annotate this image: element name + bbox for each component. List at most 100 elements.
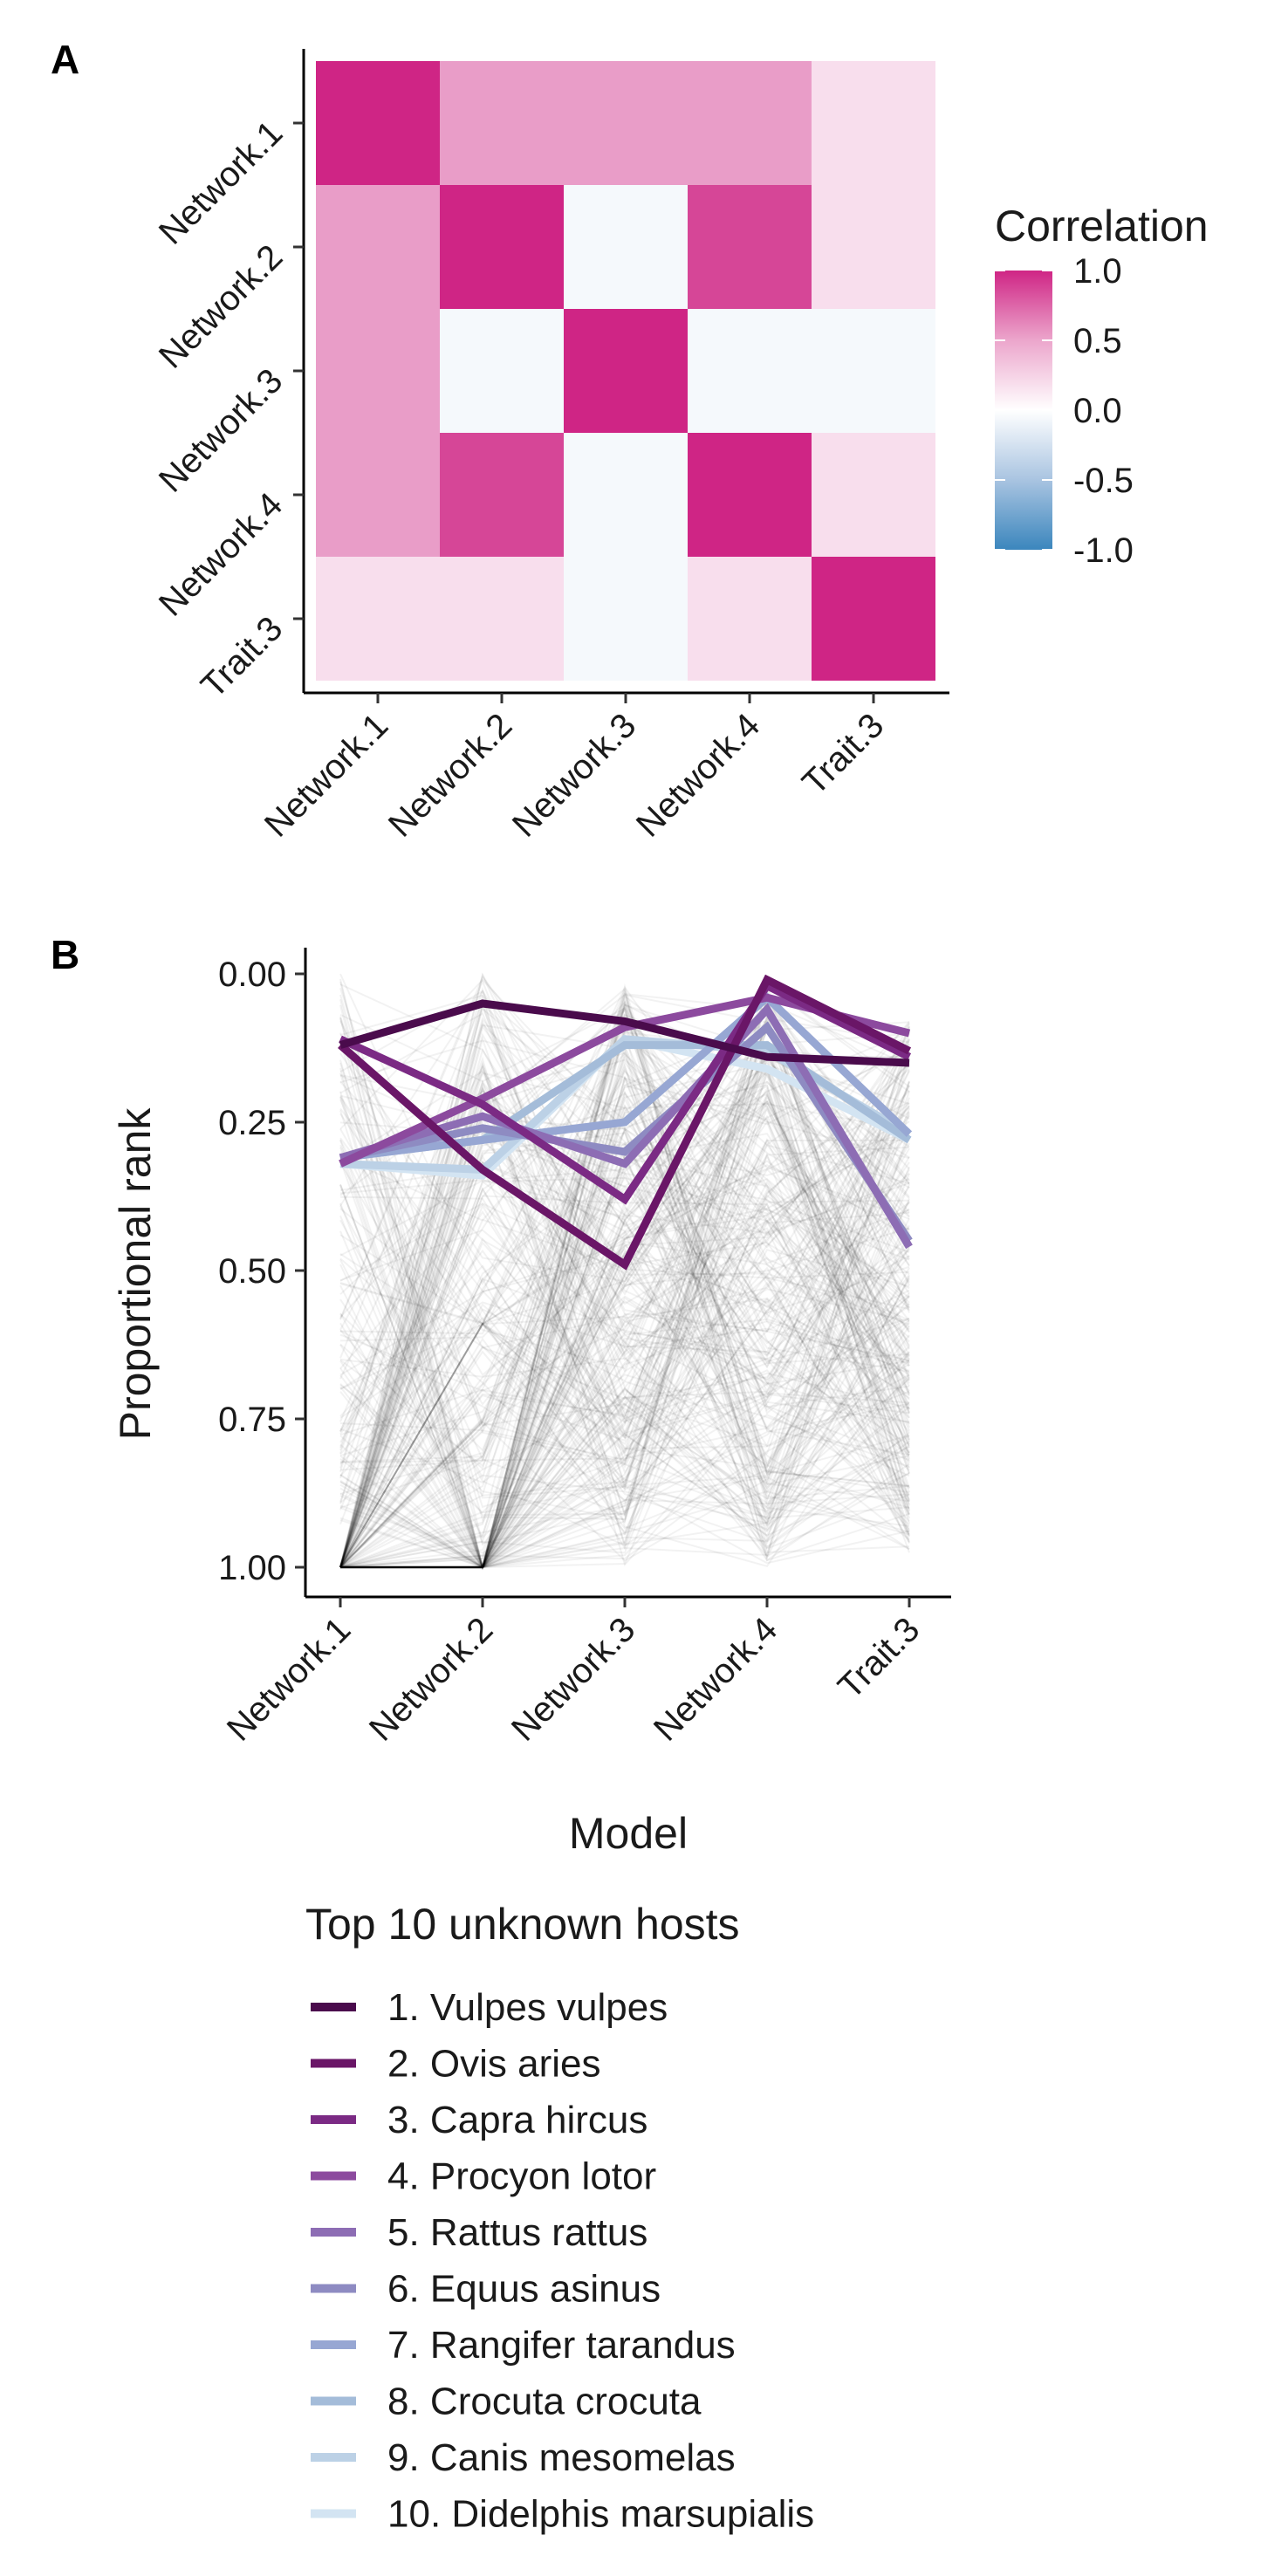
background-host-line [339,1093,910,1514]
background-host-line [339,986,910,1472]
rank-x-tick-label: Network.1 [220,1610,358,1748]
background-host-line [339,1113,910,1500]
background-host-line [339,1014,910,1568]
background-host-line [339,1092,910,1568]
heatmap-cell-network-3-network-2 [440,309,564,433]
background-host-line [339,1215,910,1534]
background-host-line [339,1322,910,1518]
background-host-line [339,1374,910,1484]
background-host-line [339,1180,910,1569]
rank-x-tick-label: Trait.3 [831,1610,927,1706]
background-host-line [339,1038,910,1568]
legend-label-6-equus-asinus: 6. Equus asinus [387,2268,661,2311]
heatmap-cell-network-3-network-4 [688,309,812,433]
background-host-line [339,1086,910,1493]
background-host-line [339,1187,910,1568]
background-host-line [339,1017,910,1569]
background-host-line [339,1427,910,1541]
background-host-line [339,1055,910,1515]
background-host-line [339,984,910,1569]
background-host-line [339,1115,910,1568]
background-host-line [339,1085,910,1491]
background-host-line [339,1084,910,1568]
heatmap-row-label: Network.1 [152,113,290,251]
background-host-line [339,1378,910,1569]
background-host-line [339,1080,910,1322]
background-host-line [339,1278,910,1568]
background-host-line [339,1050,910,1569]
background-host-line [339,1063,910,1568]
rank-y-tick-label: 0.75 [218,1401,286,1439]
background-host-line [339,1064,910,1465]
background-host-line [339,1141,910,1568]
legend-label-4-procyon-lotor: 4. Procyon lotor [387,2155,656,2198]
heatmap-cell-network-2-trait-3 [812,185,935,309]
background-host-line [339,1247,910,1568]
background-host-line [339,1300,910,1568]
legend-items: 1. Vulpes vulpes 2. Ovis aries 3. Capra hi… [311,1986,814,2536]
heatmap-row-label: Network.4 [152,485,290,623]
background-host-line [339,1040,910,1490]
background-host-line [339,1148,910,1569]
rank-y-tick-labels: 0.00 0.25 0.50 0.75 1.00 [218,956,286,1587]
background-host-line [339,981,910,1545]
background-host-line [339,1100,910,1521]
background-host-line [339,1152,910,1553]
background-host-line [339,1032,910,1349]
legend-label-3-capra-hircus: 3. Capra hircus [387,2099,647,2141]
background-host-line [339,1229,910,1527]
background-host-line [339,1071,910,1568]
series-line-7-rangifer-tarandus [339,992,913,1162]
legend-label-10-didelphis-marsupialis: 10. Didelphis marsupialis [387,2493,814,2536]
rank-y-tick-label: 0.50 [218,1252,286,1291]
background-host-line [339,1194,910,1443]
background-host-line [339,1242,910,1495]
background-host-line [339,990,910,1568]
background-host-line [339,1039,910,1568]
background-host-line [339,989,910,1568]
heatmap-cell-network-4-network-3 [564,433,688,557]
rank-x-tick-label: Network.2 [362,1610,500,1748]
background-host-line [339,1107,910,1570]
heatmap-column-label: Trait.3 [795,706,891,802]
heatmap-cell-network-3-network-1 [316,309,440,433]
background-host-line [339,1160,910,1569]
background-host-line [339,1178,910,1568]
background-host-line [339,1100,910,1568]
background-host-line [339,1059,910,1471]
background-host-line [339,1019,910,1568]
background-host-line [339,1052,910,1571]
colorbar-title: Correlation [995,202,1209,250]
background-host-line [339,1281,910,1568]
background-host-line [339,1077,910,1569]
background-host-line [339,1070,910,1504]
background-host-line [339,1020,910,1562]
heatmap-cells [316,61,935,681]
background-host-line [339,1080,910,1568]
background-host-line [339,1492,910,1569]
background-host-line [339,1032,910,1568]
background-host-line [339,1039,910,1432]
background-host-line [339,1274,910,1468]
background-host-line [339,1032,910,1522]
background-host-line [339,993,910,1569]
background-host-line [339,1072,910,1546]
background-host-line [339,1414,910,1568]
background-host-line [339,1038,910,1568]
background-host-line [339,1031,910,1527]
background-host-line [339,1101,910,1568]
background-host-line [339,985,910,1535]
background-host-line [339,1008,910,1568]
background-host-line [339,1044,910,1470]
heatmap-cell-network-1-network-1 [316,61,440,185]
background-host-line [339,1273,910,1544]
background-host-line [339,1006,910,1560]
background-host-line [339,1393,910,1568]
background-host-line [339,1004,910,1571]
background-host-line [339,1111,910,1568]
background-host-line [339,1292,910,1569]
background-host-line [339,1161,910,1551]
top-host-series [338,974,913,1271]
background-host-line [339,1052,910,1569]
background-host-line [339,1067,910,1568]
